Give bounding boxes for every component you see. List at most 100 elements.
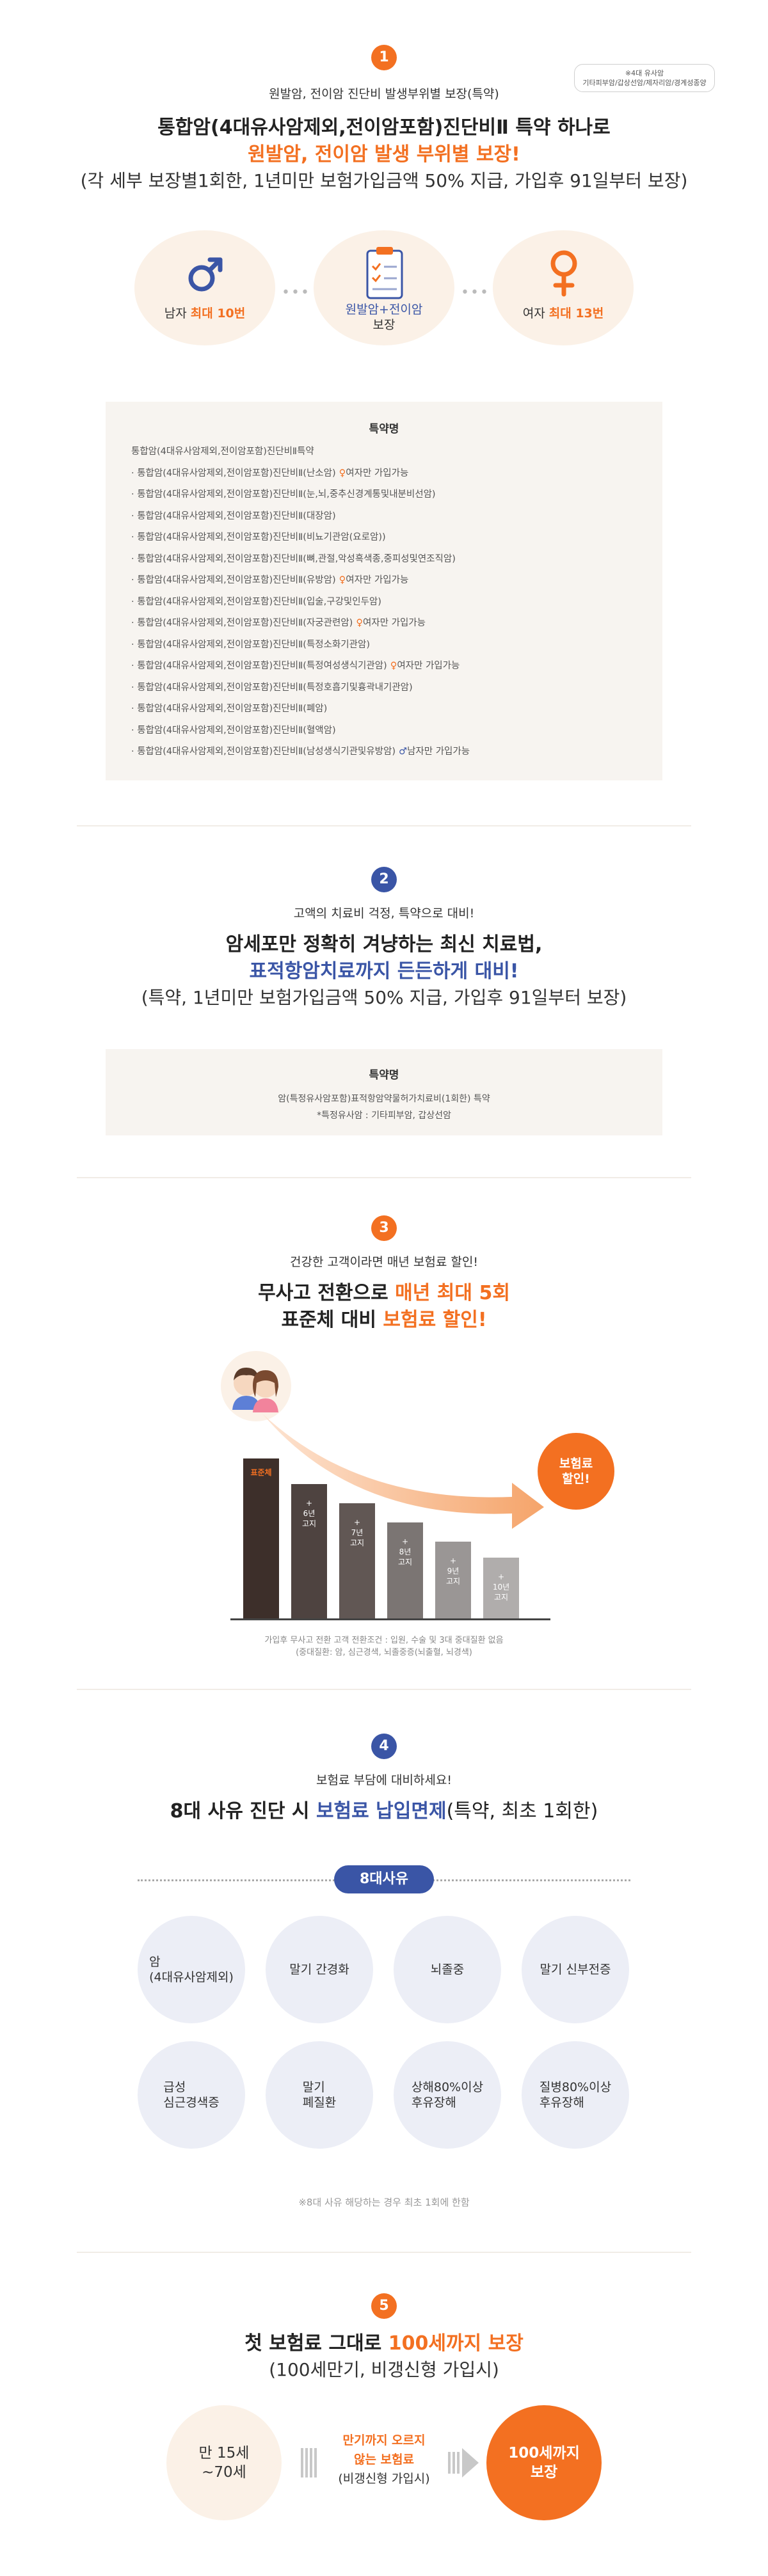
section-subtitle: 표적항암치료까지 든든하게 대비! bbox=[249, 960, 519, 983]
reason-label-line: 상해80%이상 bbox=[411, 2080, 484, 2094]
rider-note: 여자만 가입가능 bbox=[362, 618, 426, 628]
bar-2: +7년 고지 bbox=[339, 1503, 375, 1618]
discount-bar-chart: 표준체 +6년 고지 +7년 고지 +8년 고지 +9년 고지 +10년 고지 bbox=[230, 1433, 544, 1618]
reason-label: 질병80%이상 후유장해 bbox=[540, 2080, 611, 2110]
reason-label: 급성 심근경색증 bbox=[163, 2080, 219, 2110]
title-highlight: 매년 최대 5회 bbox=[395, 1282, 510, 1304]
reason-circle: 뇌졸중 bbox=[394, 1916, 501, 2023]
chart-baseline bbox=[230, 1618, 550, 1620]
footnote-line: (중대질환: 암, 심근경색, 뇌졸중증(뇌출혈, 뇌경색) bbox=[296, 1648, 472, 1657]
note-line: 기타피부암/갑상선암/제자리암/경계성종양 bbox=[582, 79, 707, 87]
age-line: 만 15세 bbox=[198, 2445, 250, 2461]
result-line: 보험료 bbox=[559, 1457, 593, 1471]
flow-line: (비갱신형 가입시) bbox=[338, 2472, 430, 2486]
bullet: · bbox=[131, 682, 138, 693]
rider-name: 통합암(4대유사암제외,전이암포함)진단비Ⅱ(입술,구강및인두암) bbox=[137, 596, 381, 607]
rider-list-box: 특약명 통합암(4대유사암제외,전이암포함)진단비Ⅱ특약 · 통합암(4대유사암… bbox=[106, 402, 662, 780]
bar-label: +6년 고지 bbox=[291, 1484, 327, 1529]
bar-plus: + bbox=[497, 1572, 505, 1581]
box-heading: 특약명 bbox=[369, 1069, 399, 1082]
bar-label-line: 고지 bbox=[493, 1593, 509, 1602]
rider-name: 통합암(4대유사암제외,전이암포함)진단비Ⅱ(특정여성생식기관암) bbox=[137, 661, 387, 671]
age-line: ~70세 bbox=[202, 2464, 246, 2481]
section-note: (100세만기, 비갱신형 가입시) bbox=[269, 2359, 499, 2380]
reason-circle: 암 (4대유사암제외) bbox=[138, 1916, 245, 2023]
bullet: · bbox=[131, 618, 138, 628]
rider-name: 통합암(4대유사암제외,전이암포함)진단비Ⅱ(난소암) bbox=[137, 468, 336, 478]
title-prefix: 8대 사유 진단 시 bbox=[170, 1800, 316, 1822]
reasons-pill: 8대사유 bbox=[334, 1865, 434, 1893]
combined-coverage-circle: 원발암+전이암 보장 bbox=[314, 230, 454, 345]
section-number-badge: 4 bbox=[371, 1734, 397, 1759]
rider-list-first: 통합암(4대유사암제외,전이암포함)진단비Ⅱ특약 bbox=[131, 446, 314, 457]
bullet: · bbox=[131, 661, 138, 671]
chart-footnote: 가입후 무사고 전환 고객 전환조건 : 입원, 수술 및 3대 중대질환 없음… bbox=[0, 1634, 768, 1659]
title-prefix: 첫 보험료 그대로 bbox=[244, 2332, 388, 2355]
reason-label: 뇌졸중 bbox=[431, 1962, 464, 1977]
bar-5: +10년 고지 bbox=[483, 1558, 519, 1618]
reason-label-line: 말기 bbox=[302, 2080, 325, 2094]
bar-label: +9년 고지 bbox=[435, 1542, 471, 1586]
section-3: 3 건강한 고객이라면 매년 보험료 할인! 무사고 전환으로 매년 최대 5회… bbox=[0, 1215, 768, 1334]
rider-list-item: · 통합암(4대유사암제외,전이암포함)진단비Ⅱ(특정여성생식기관암) ♀여자만… bbox=[131, 656, 470, 677]
bullet: · bbox=[131, 596, 138, 607]
rider-name: 암(특정유사암포함)표적항암약물허가치료비(1회한) 특약 bbox=[278, 1094, 490, 1104]
reason-label-line: 질병80%이상 bbox=[539, 2080, 612, 2094]
bar-plus: + bbox=[449, 1556, 457, 1565]
bar-label-line: 고지 bbox=[349, 1538, 365, 1547]
box-heading: 특약명 bbox=[369, 423, 399, 436]
bar-plus: + bbox=[401, 1537, 409, 1546]
bar-3: +8년 고지 bbox=[387, 1522, 423, 1618]
label-prefix: 여자 bbox=[522, 306, 549, 320]
rider-note: 여자만 가입가능 bbox=[346, 468, 409, 478]
rider-name: 통합암(4대유사암제외,전이암포함)진단비Ⅱ(자궁관련암) bbox=[137, 618, 353, 628]
label-prefix: 남자 bbox=[164, 306, 191, 320]
bar-label-line: 9년 bbox=[447, 1567, 460, 1576]
rider-list-item: · 통합암(4대유사암제외,전이암포함)진단비Ⅱ(특정호흡기및흉곽내기관암) bbox=[131, 677, 470, 699]
reason-label-line: 뇌졸중 bbox=[430, 1963, 465, 1977]
title-suffix: (특약, 최초 1회한) bbox=[446, 1800, 598, 1822]
note-line: ※4대 유사암 bbox=[625, 69, 664, 77]
section-subtitle: 원발암, 전이암 발생 부위별 보장! bbox=[248, 143, 520, 166]
flow-middle-text: 만기까지 오르지 않는 보험료 (비갱신형 가입시) bbox=[323, 2431, 445, 2488]
section-1: 1 bbox=[0, 45, 768, 70]
section-1-headline: 원발암, 전이암 진단비 발생부위별 보장(특약) 통합암(4대유사암제외,전이… bbox=[0, 84, 768, 194]
bar-label-line: 고지 bbox=[301, 1519, 317, 1528]
reason-circle: 상해80%이상 후유장해 bbox=[394, 2041, 501, 2149]
reason-label-line: 암 bbox=[149, 1955, 161, 1969]
combined-coverage-label: 원발암+전이암 보장 bbox=[314, 302, 454, 333]
section-5: 5 첫 보험료 그대로 100세까지 보장 (100세만기, 비갱신형 가입시) bbox=[0, 2293, 768, 2383]
separator-dots: ••• bbox=[461, 285, 490, 301]
clipboard-icon bbox=[366, 247, 403, 299]
bullet: · bbox=[131, 553, 138, 564]
flow-line: 않는 보험료 bbox=[353, 2453, 414, 2467]
discount-arrow bbox=[262, 1414, 544, 1529]
bar-1: +6년 고지 bbox=[291, 1484, 327, 1618]
bar-4: +9년 고지 bbox=[435, 1542, 471, 1618]
rider-list: 통합암(4대유사암제외,전이암포함)진단비Ⅱ특약 · 통합암(4대유사암제외,전… bbox=[131, 441, 470, 763]
rider-name: 통합암(4대유사암제외,전이암포함)진단비Ⅱ(특정소화기관암) bbox=[137, 639, 370, 650]
rider-list-item: · 통합암(4대유사암제외,전이암포함)진단비Ⅱ(남성생식기관및유방암) ♂남자… bbox=[131, 741, 470, 763]
bar-0: 표준체 bbox=[243, 1458, 279, 1618]
reasons-footnote: ※8대 사유 해당하는 경우 최초 1회에 한함 bbox=[298, 2197, 470, 2208]
rider-name: 통합암(4대유사암제외,전이암포함)진단비Ⅱ(비뇨기관암(요로암)) bbox=[137, 532, 386, 542]
reason-circle: 급성 심근경색증 bbox=[138, 2041, 245, 2149]
reason-label: 상해80%이상 후유장해 bbox=[412, 2080, 483, 2110]
reason-circle: 말기 간경화 bbox=[266, 1916, 373, 2023]
rider-name: 통합암(4대유사암제외,전이암포함)진단비Ⅱ(유방암) bbox=[137, 575, 336, 585]
section-divider bbox=[77, 1689, 691, 1690]
rider-name: 통합암(4대유사암제외,전이암포함)진단비Ⅱ(특정호흡기및흉곽내기관암) bbox=[137, 682, 413, 693]
bullet: · bbox=[131, 639, 138, 650]
reason-circle: 말기 폐질환 bbox=[266, 2041, 373, 2149]
section-number-badge: 5 bbox=[371, 2293, 397, 2319]
reason-label-line: 말기 신부전증 bbox=[540, 1963, 611, 1977]
reason-circle: 질병80%이상 후유장해 bbox=[522, 2041, 629, 2149]
section-title: 통합암(4대유사암제외,전이암포함)진단비Ⅱ 특약 하나로 bbox=[157, 116, 611, 139]
female-icon: ♀ bbox=[387, 661, 397, 671]
label-highlight: 최대 13번 bbox=[548, 306, 604, 320]
title-prefix: 무사고 전환으로 bbox=[258, 1282, 396, 1304]
reason-label-line: 심근경색증 bbox=[163, 2096, 220, 2110]
rider-list-item: · 통합암(4대유사암제외,전이암포함)진단비Ⅱ(혈액암) bbox=[131, 720, 470, 742]
bar-plus: + bbox=[305, 1499, 313, 1508]
rider-name-box: 특약명 암(특정유사암포함)표적항암약물허가치료비(1회한) 특약 *특정유사암… bbox=[106, 1049, 662, 1135]
